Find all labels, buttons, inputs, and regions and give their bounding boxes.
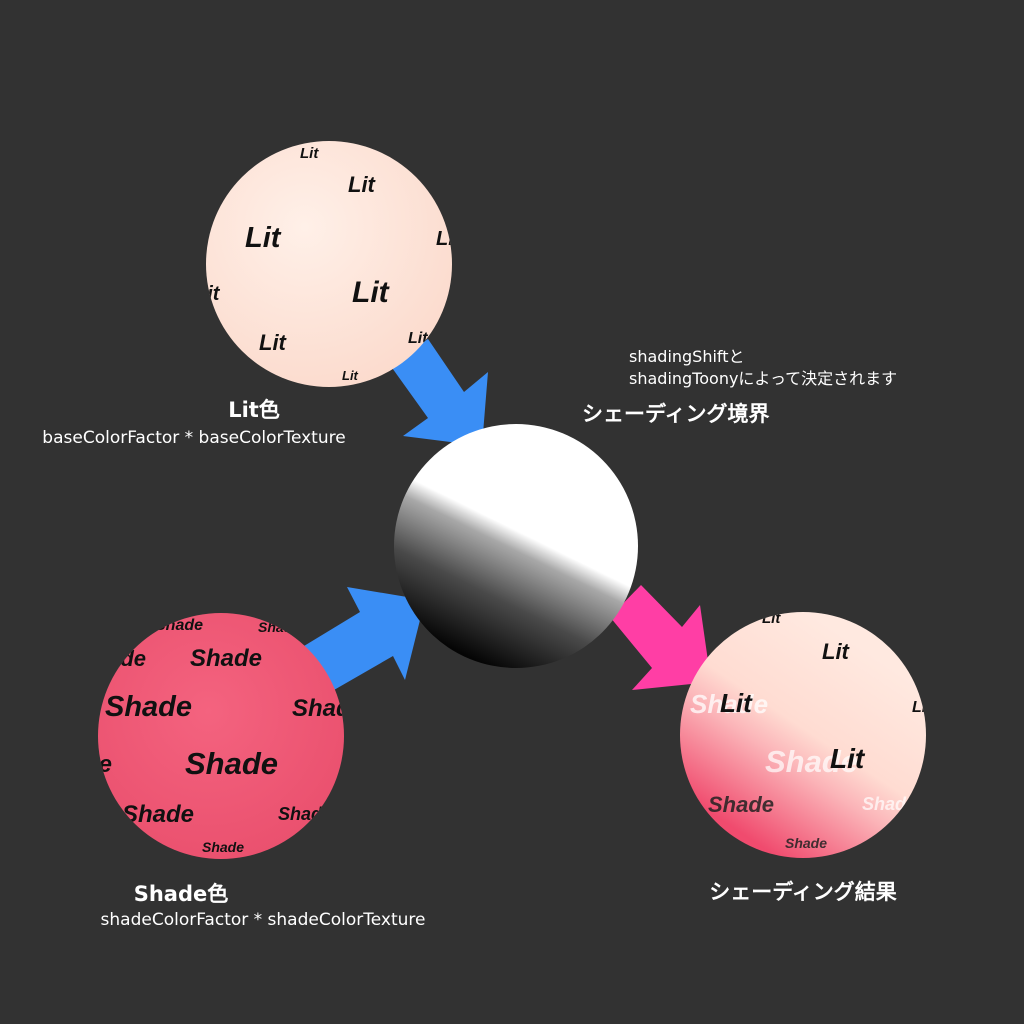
- lit-pattern-word: Lit: [300, 145, 319, 162]
- lit-sphere: Lit Lit Lit Lit Lit Lit Lit Lit Lit: [195, 141, 462, 387]
- result-lit-word: Lit: [762, 610, 781, 627]
- shade-pattern-word: Shade: [292, 695, 364, 722]
- arrow-lit-to-boundary: [390, 339, 488, 446]
- lit-pattern-word: Lit: [245, 222, 282, 254]
- lit-pattern-word: Lit: [195, 283, 221, 305]
- boundary-title: シェーディング境界: [582, 402, 770, 426]
- result-shade-word: Shade: [708, 792, 774, 817]
- boundary-note-line1: shadingShiftと: [629, 347, 745, 366]
- result-lit-word: Lit: [912, 699, 932, 716]
- shade-pattern-word: Shade: [80, 646, 146, 671]
- lit-pattern-word: Lit: [342, 368, 359, 383]
- shade-pattern-word: Shade: [155, 617, 203, 634]
- result-lit-word: Lit: [822, 639, 851, 664]
- shade-pattern-word: Shade: [258, 619, 300, 635]
- lit-pattern-word: Lit: [352, 276, 391, 309]
- shade-pattern-word: Shade: [278, 804, 332, 824]
- result-lit-word: Lit: [720, 688, 753, 718]
- shade-pattern-word: Shade: [40, 751, 112, 778]
- shade-pattern-word: Shade: [190, 645, 262, 672]
- boundary-sphere: [394, 424, 638, 668]
- lit-color-formula: baseColorFactor * baseColorTexture: [42, 428, 346, 448]
- shade-pattern-word: Shade: [105, 691, 192, 723]
- result-sphere: Shade Shade Shade Shade Shade Lit Lit Li…: [680, 610, 932, 858]
- result-shade-word: Shade: [785, 835, 827, 851]
- result-lit-word: Lit: [830, 743, 866, 774]
- result-shade-word: Shade: [862, 794, 916, 814]
- result-shade-word: Shade: [765, 744, 858, 779]
- shade-pattern-word: Shade: [185, 746, 278, 781]
- lit-pattern-word: Lit: [408, 330, 428, 347]
- shade-color-formula: shadeColorFactor * shadeColorTexture: [100, 910, 426, 930]
- result-shade-word: Shade: [690, 689, 768, 719]
- boundary-note-line2: shadingToonyによって決定されます: [629, 369, 898, 388]
- shade-sphere: Shade Shade Shade Shade Shade Shade Shad…: [40, 613, 364, 859]
- shade-pattern-word: Shade: [122, 801, 194, 828]
- lit-pattern-word: Lit: [436, 228, 462, 250]
- arrow-shade-to-boundary: [304, 587, 425, 690]
- result-title: シェーディング結果: [709, 880, 897, 904]
- lit-pattern-word: Lit: [348, 172, 377, 197]
- shade-color-title: Shade色: [133, 882, 229, 906]
- shade-pattern-word: Shade: [202, 839, 244, 855]
- lit-color-title: Lit色: [228, 398, 280, 422]
- lit-pattern-word: Lit: [259, 330, 288, 355]
- arrow-boundary-to-result: [610, 585, 711, 690]
